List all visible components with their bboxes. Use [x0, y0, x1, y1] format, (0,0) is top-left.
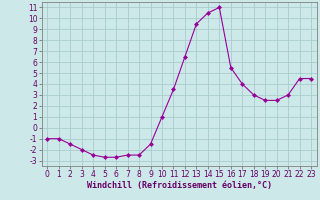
X-axis label: Windchill (Refroidissement éolien,°C): Windchill (Refroidissement éolien,°C) — [87, 181, 272, 190]
